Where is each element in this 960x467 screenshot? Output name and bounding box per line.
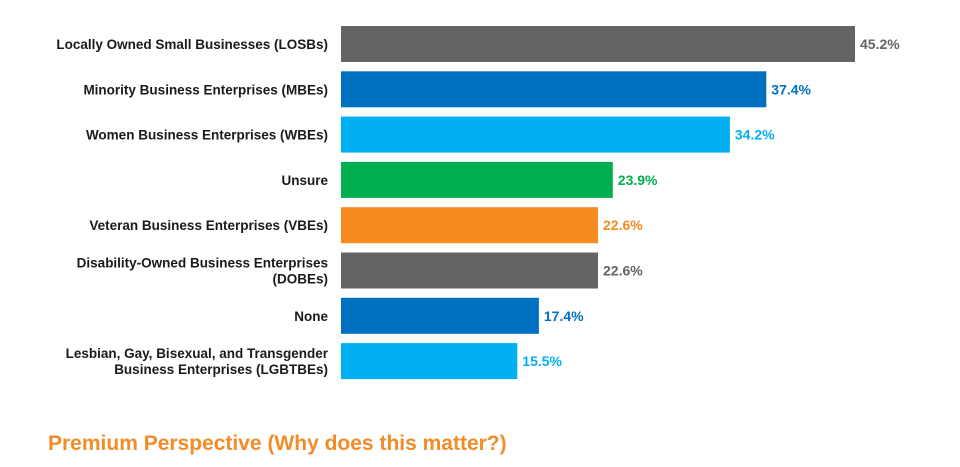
category-label-2: Minority Business Enterprises (MBEs) [83,82,328,97]
category-label-8: Lesbian, Gay, Bisexual, and Transgender B… [66,346,329,377]
bar-chart: Locally Owned Small Businesses (LOSBs) Mi… [56,26,900,380]
category-label-line: Disability-Owned Business Enterprises [77,256,328,271]
bar-4 [341,161,613,198]
category-label-line: (DOBEs) [272,272,328,287]
category-label-6: Disability-Owned Business Enterprises (DO… [77,256,328,287]
bar-2 [341,71,767,108]
category-label-line: Minority Business Enterprises (MBEs) [83,82,328,97]
value-label-3: 34.2% [735,127,775,143]
value-label-5: 22.6% [603,217,643,233]
category-label-line: Locally Owned Small Businesses (LOSBs) [56,37,328,52]
category-label-3: Women Business Enterprises (WBEs) [86,128,328,143]
bar-5 [341,207,598,244]
bar-6 [341,252,598,289]
bar-3 [341,116,730,153]
category-label-line: Women Business Enterprises (WBEs) [86,128,328,143]
value-label-2: 37.4% [771,81,811,97]
value-label-4: 23.9% [618,172,658,188]
category-label-4: Unsure [281,173,328,188]
category-label-line: Lesbian, Gay, Bisexual, and Transgender [66,346,329,361]
value-label-8: 15.5% [522,353,562,369]
bar-1 [341,26,855,62]
value-label-1: 45.2% [860,36,900,52]
bar-8 [341,343,518,380]
category-label-line: Business Enterprises (LGBTBEs) [114,362,328,377]
category-label-line: Veteran Business Enterprises (VBEs) [89,218,328,233]
value-label-7: 17.4% [544,308,584,324]
category-labels-layer: Locally Owned Small Businesses (LOSBs) Mi… [56,37,328,377]
bar-7 [341,297,539,334]
premium-perspective-heading: Premium Perspective (Why does this matte… [48,432,507,455]
category-label-1: Locally Owned Small Businesses (LOSBs) [56,37,328,52]
category-label-7: None [294,309,328,324]
bars-layer [341,26,855,380]
value-labels-layer: 45.2% 37.4% 34.2% 23.9% 22.6% 22.6% 17.4% 15.5% [522,36,900,369]
category-label-line: Unsure [281,173,328,188]
category-label-line: None [294,309,328,324]
category-label-5: Veteran Business Enterprises (VBEs) [89,218,328,233]
value-label-6: 22.6% [603,263,643,279]
